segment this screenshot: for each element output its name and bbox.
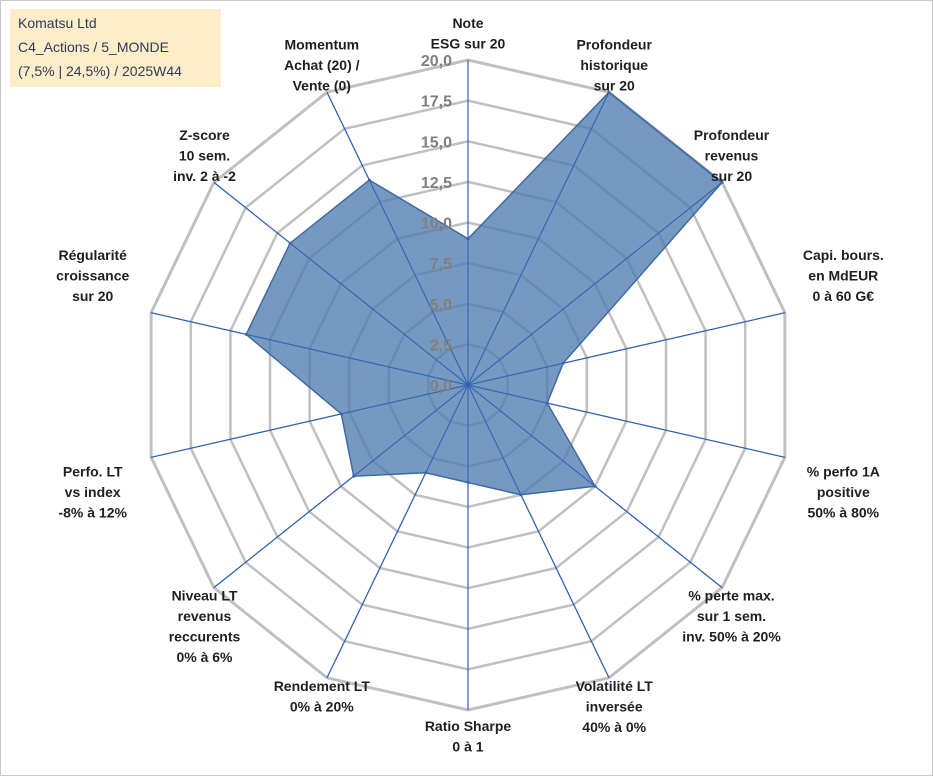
axis-label-line: inversée xyxy=(586,698,643,714)
axis-label-10: Perfo. LT vs index -8% à 12% xyxy=(58,463,127,520)
tick-label: 5,0 xyxy=(430,297,452,314)
axis-label-9: Niveau LT revenus reccurents 0% à 6% xyxy=(169,588,241,666)
axis-label-line: 10 sem. xyxy=(179,147,230,163)
tick-label: 15,0 xyxy=(421,134,452,151)
tick-label: 10,0 xyxy=(421,216,452,233)
axis-label-line: vs index xyxy=(65,484,121,500)
axis-label-line: 0 à 1 xyxy=(452,739,483,755)
axis-label-line: Z-score xyxy=(179,127,230,143)
spoke-overlay-3 xyxy=(467,312,786,386)
axis-label-line: reccurents xyxy=(169,629,241,645)
axis-label-line: historique xyxy=(580,57,648,73)
tick-label: 7,5 xyxy=(430,256,452,273)
axis-label-line: Niveau LT xyxy=(172,588,238,604)
axis-labels: Note ESG sur 20 Profondeur historique sur 20… xyxy=(56,15,884,755)
axis-label-line: Régularité xyxy=(58,247,127,263)
axis-label-line: % perte max. xyxy=(688,588,774,604)
axis-label-line: revenus xyxy=(705,147,759,163)
axis-label-line: Volatilité LT xyxy=(576,678,654,694)
info-box: Komatsu Ltd C4_Actions / 5_MONDE (7,5% |… xyxy=(10,9,221,87)
axis-label-line: -8% à 12% xyxy=(58,504,127,520)
axis-label-line: 0 à 60 G€ xyxy=(813,288,875,304)
axis-label-line: 50% à 80% xyxy=(807,504,879,520)
axis-label-line: Rendement LT xyxy=(274,678,371,694)
info-category: C4_Actions / 5_MONDE xyxy=(18,39,169,55)
tick-label: 20,0 xyxy=(421,53,452,70)
axis-label-line: revenus xyxy=(178,608,232,624)
tick-label: 12,5 xyxy=(421,175,452,192)
axis-label-3: Capi. bours. en MdEUR 0 à 60 G€ xyxy=(803,247,884,304)
spoke-overlay-10 xyxy=(150,384,469,458)
axis-label-6: Volatilité LT inversée 40% à 0% xyxy=(576,678,654,735)
axis-label-line: sur 20 xyxy=(594,78,635,94)
radar-series xyxy=(150,60,786,710)
axis-label-line: Capi. bours. xyxy=(803,247,884,263)
axis-label-line: Note xyxy=(452,15,483,31)
axis-label-line: Vente (0) xyxy=(293,78,351,94)
axis-label-line: sur 1 sem. xyxy=(697,608,766,624)
axis-label-line: en MdEUR xyxy=(808,268,878,284)
spoke-overlay-8 xyxy=(326,384,469,679)
axis-label-7: Ratio Sharpe 0 à 1 xyxy=(425,718,512,755)
spoke-overlay-2 xyxy=(467,182,723,386)
axis-label-5: % perte max. sur 1 sem. inv. 50% à 20% xyxy=(682,588,781,645)
spoke-overlay-13 xyxy=(326,91,469,386)
axis-label-line: inv. 2 à -2 xyxy=(173,168,236,184)
tick-label: 2,5 xyxy=(430,337,452,354)
axis-label-line: % perfo 1A xyxy=(807,463,880,479)
spoke-overlay-4 xyxy=(467,384,786,458)
axis-label-line: positive xyxy=(817,484,870,500)
axis-label-1: Profondeur historique sur 20 xyxy=(576,37,652,94)
axis-label-11: Régularité croissance sur 20 xyxy=(56,247,129,304)
axis-label-line: Momentum xyxy=(284,37,359,53)
axis-label-line: ESG sur 20 xyxy=(431,36,506,52)
axis-label-2: Profondeur revenus sur 20 xyxy=(694,127,770,184)
axis-label-4: % perfo 1A positive 50% à 80% xyxy=(807,463,880,520)
axis-label-line: Achat (20) / xyxy=(284,57,360,73)
spoke-overlay-12 xyxy=(213,182,469,386)
axis-label-line: 40% à 0% xyxy=(582,719,646,735)
series-area xyxy=(245,91,724,496)
info-title: Komatsu Ltd xyxy=(18,15,97,31)
spoke-overlay-9 xyxy=(213,384,469,588)
axis-label-12: Z-score 10 sem. inv. 2 à -2 xyxy=(173,127,236,184)
axis-label-line: sur 20 xyxy=(711,168,752,184)
axis-label-line: 0% à 6% xyxy=(176,649,233,665)
axis-label-13: Momentum Achat (20) / Vente (0) xyxy=(284,37,360,94)
axis-label-line: Profondeur xyxy=(576,37,652,53)
axis-label-8: Rendement LT 0% à 20% xyxy=(274,678,371,715)
axis-label-line: sur 20 xyxy=(72,288,113,304)
axis-label-line: Ratio Sharpe xyxy=(425,718,512,734)
spoke-overlay-5 xyxy=(467,384,723,588)
axis-label-0: Note ESG sur 20 xyxy=(431,15,506,52)
info-params: (7,5% | 24,5%) / 2025W44 xyxy=(18,63,182,79)
axis-label-line: Profondeur xyxy=(694,127,770,143)
axis-label-line: croissance xyxy=(56,268,129,284)
spoke-overlay-6 xyxy=(467,384,610,679)
radial-tick-labels: 0,0 2,5 5,0 7,5 10,0 12,5 15,0 17,5 20,0 xyxy=(421,53,452,395)
axis-label-line: Perfo. LT xyxy=(63,463,123,479)
tick-label: 0,0 xyxy=(430,378,452,395)
spoke-overlay-11 xyxy=(150,312,469,386)
axis-label-line: 0% à 20% xyxy=(290,698,354,714)
spoke-overlay-1 xyxy=(467,91,610,386)
axis-label-line: inv. 50% à 20% xyxy=(682,629,781,645)
tick-label: 17,5 xyxy=(421,94,452,111)
